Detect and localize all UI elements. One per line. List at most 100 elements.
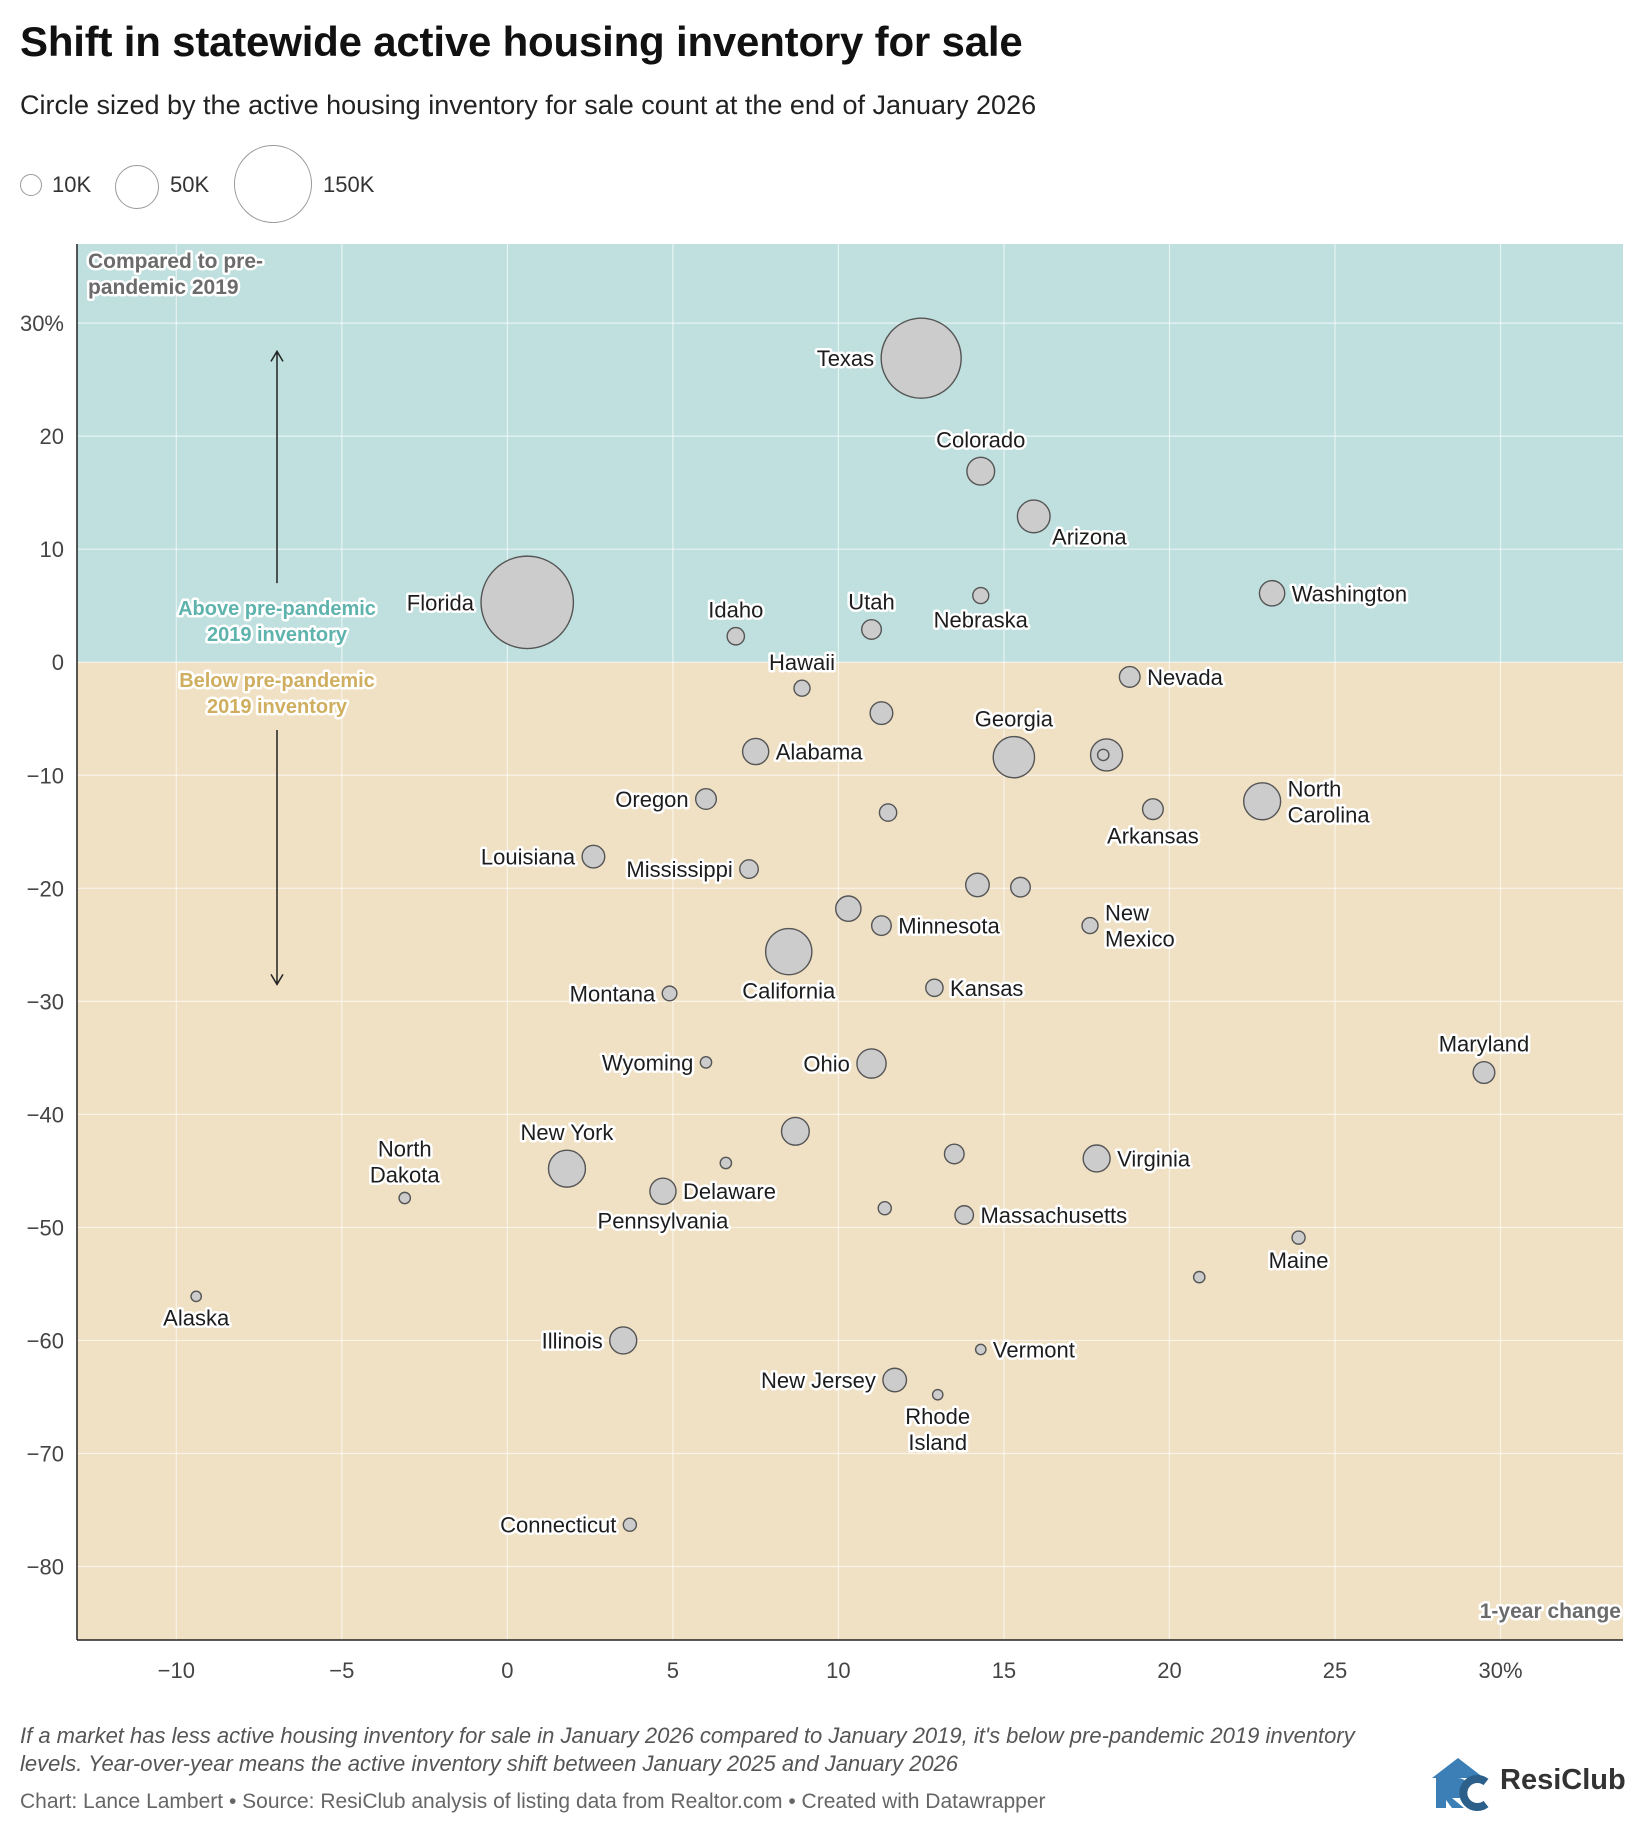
bubble-massachusetts <box>954 1205 975 1225</box>
y-tick-label: 20 <box>40 424 64 449</box>
zone-label-below: 2019 inventory <box>207 696 348 718</box>
y-axis-title-halo: Compared to pre- <box>88 250 263 273</box>
label-hawaii: Hawaii <box>769 650 835 675</box>
label-idaho-halo: Idaho <box>708 598 763 623</box>
resiclub-logo-icon <box>1432 1758 1489 1811</box>
label-mississippi: Mississippi <box>626 857 732 882</box>
x-tick-label: −5 <box>329 1658 354 1683</box>
x-tick-label: −10 <box>158 1658 195 1683</box>
label-pennsylvania: Pennsylvania <box>598 1208 730 1233</box>
y-tick-label: 10 <box>40 537 64 562</box>
bubble-alaska <box>190 1290 203 1303</box>
label-alaska: Alaska <box>163 1306 230 1331</box>
bubble-unlabeled <box>943 1143 965 1165</box>
bubble-california <box>764 927 813 976</box>
label-maine-halo: Maine <box>1269 1248 1329 1273</box>
label-north-dakota-halo: Dakota <box>370 1162 440 1187</box>
bubble-new-mexico <box>1081 916 1099 935</box>
y-tick-label: −70 <box>27 1441 64 1466</box>
bubble-utah <box>861 618 883 640</box>
y-tick-label: −50 <box>27 1215 64 1240</box>
y-axis-title-halo: pandemic 2019 <box>88 276 239 299</box>
label-new-mexico-halo: Mexico <box>1105 927 1175 952</box>
label-ohio-halo: Ohio <box>803 1052 849 1077</box>
label-montana: Montana <box>570 981 656 1006</box>
bubble-unlabeled <box>877 1200 892 1216</box>
label-georgia: Georgia <box>975 707 1054 732</box>
bubble-virginia <box>1082 1144 1111 1173</box>
label-illinois: Illinois <box>542 1328 603 1353</box>
label-arkansas-halo: Arkansas <box>1107 824 1199 849</box>
y-tick-label: −20 <box>27 876 64 901</box>
label-arizona: Arizona <box>1052 525 1127 550</box>
bubble-colorado <box>966 456 996 486</box>
label-alabama-halo: Alabama <box>776 740 864 765</box>
bubble-delaware <box>649 1177 677 1206</box>
bubble-mississippi <box>739 859 759 880</box>
y-tick-label: −60 <box>27 1328 64 1353</box>
bubble-unlabeled <box>1009 876 1031 898</box>
bubble-maryland <box>1472 1061 1496 1085</box>
bubble-washington <box>1258 579 1286 607</box>
bubble-kansas <box>925 978 944 998</box>
bubble-rhode-island <box>931 1388 944 1401</box>
legend-label-150k: 150K <box>323 172 375 197</box>
bubble-unlabeled <box>780 1116 810 1146</box>
label-california: California <box>742 979 836 1004</box>
y-axis-title: pandemic 2019 <box>88 276 239 299</box>
bubble-florida <box>480 555 575 650</box>
bubble-illinois <box>609 1326 638 1355</box>
label-maryland: Maryland <box>1439 1032 1529 1057</box>
brand-name: ResiClub <box>1500 1764 1626 1796</box>
label-north-dakota: Dakota <box>370 1162 440 1187</box>
zone-label-above-halo: 2019 inventory <box>207 624 348 646</box>
label-arizona-halo: Arizona <box>1052 525 1127 550</box>
y-tick-label: 0 <box>52 650 64 675</box>
zone-below <box>77 662 1623 1640</box>
label-hawaii-halo: Hawaii <box>769 650 835 675</box>
label-alabama: Alabama <box>776 740 864 765</box>
label-massachusetts-halo: Massachusetts <box>980 1203 1127 1228</box>
label-louisiana: Louisiana <box>481 845 576 870</box>
credit-line: Chart: Lance Lambert • Source: ResiClub … <box>20 1790 1046 1813</box>
label-north-carolina: Carolina <box>1288 802 1371 827</box>
label-rhode-island: Island <box>908 1430 967 1455</box>
footnote: If a market has less active housing inve… <box>20 1723 1355 1776</box>
zone-label-above: 2019 inventory <box>207 624 348 646</box>
label-arkansas: Arkansas <box>1107 824 1199 849</box>
size-legend: 10K 50K 150K <box>20 140 440 230</box>
legend-label-50k: 50K <box>170 172 210 197</box>
bubble-nebraska <box>972 586 990 605</box>
label-maine: Maine <box>1269 1248 1329 1273</box>
bubble-unlabeled <box>964 872 990 898</box>
x-tick-label: 10 <box>826 1658 850 1683</box>
x-tick-label: 30% <box>1478 1658 1522 1683</box>
legend-circle-50k <box>115 165 159 209</box>
label-new-mexico: Mexico <box>1105 927 1175 952</box>
x-tick-label: 20 <box>1157 1658 1181 1683</box>
label-virginia: Virginia <box>1117 1146 1191 1171</box>
label-utah: Utah <box>848 590 894 615</box>
zone-label-below: Below pre-pandemic <box>179 670 375 692</box>
label-connecticut: Connecticut <box>500 1513 616 1538</box>
label-california-halo: California <box>742 979 836 1004</box>
zone-above <box>77 244 1623 663</box>
label-mississippi-halo: Mississippi <box>626 857 732 882</box>
x-axis-title-halo: 1-year change <box>1480 1600 1621 1623</box>
legend-label-10k: 10K <box>52 172 92 197</box>
label-north-dakota-halo: North <box>378 1136 432 1161</box>
brand-logo: ResiClub <box>1428 1752 1628 1812</box>
label-vermont: Vermont <box>993 1337 1075 1362</box>
label-colorado: Colorado <box>936 427 1025 452</box>
label-virginia-halo: Virginia <box>1117 1146 1191 1171</box>
label-oregon-halo: Oregon <box>615 787 688 812</box>
bubble-hawaii <box>793 679 811 697</box>
bubble-alabama <box>741 737 770 766</box>
bubble-new-jersey <box>882 1367 908 1393</box>
label-nebraska: Nebraska <box>934 608 1029 633</box>
zone-label-above-halo: Above pre-pandemic <box>178 598 376 620</box>
label-nevada-halo: Nevada <box>1147 665 1224 690</box>
label-pennsylvania-halo: Pennsylvania <box>598 1208 730 1233</box>
label-delaware: Delaware <box>683 1179 776 1204</box>
label-new-mexico: New <box>1105 901 1149 926</box>
